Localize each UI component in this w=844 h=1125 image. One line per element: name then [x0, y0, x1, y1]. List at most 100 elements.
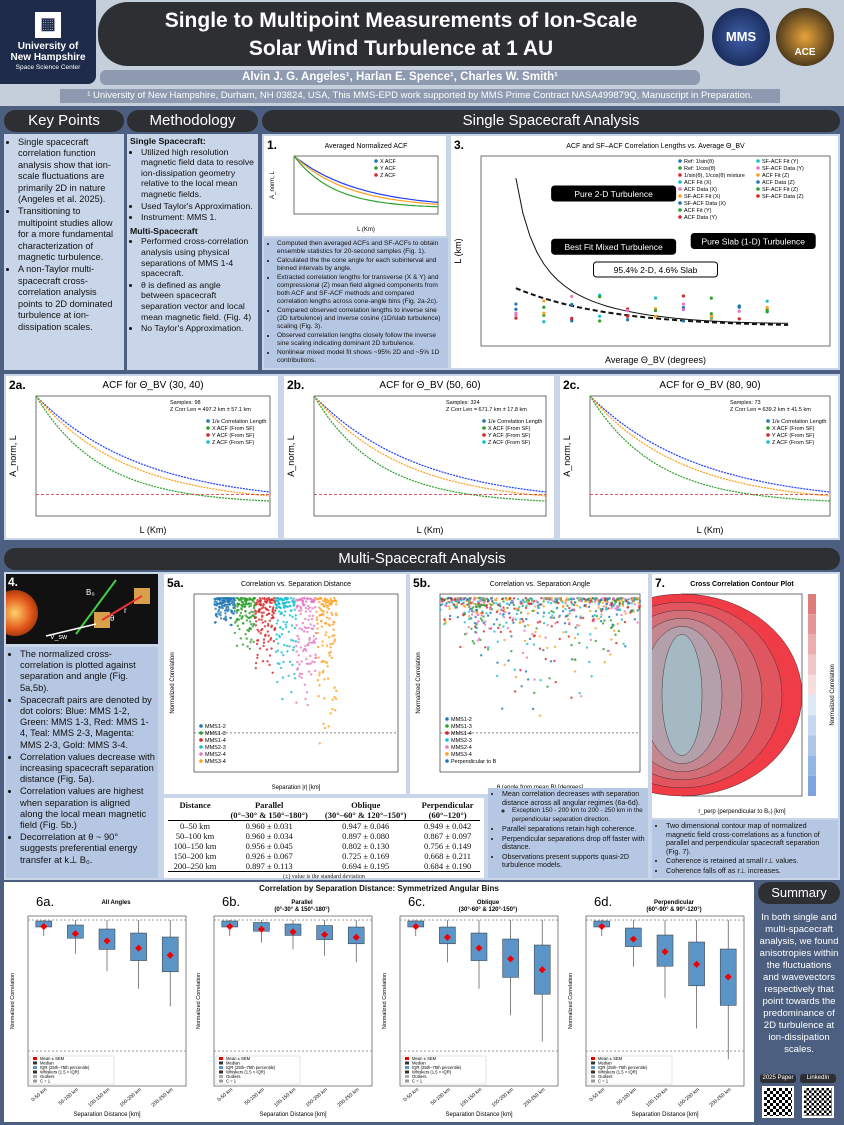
data-point [479, 597, 482, 600]
data-point [246, 629, 249, 632]
legend-swatch [482, 419, 486, 423]
data-point [325, 600, 329, 604]
data-point [316, 631, 319, 635]
data-point [513, 690, 517, 693]
data-point [566, 604, 569, 607]
legend-swatch [482, 433, 486, 437]
data-point [294, 614, 297, 617]
data-point [298, 672, 302, 675]
data-point [606, 598, 609, 601]
data-point [765, 310, 769, 314]
data-point [310, 600, 313, 604]
data-point [286, 596, 289, 600]
data-point [278, 635, 282, 639]
data-point [534, 630, 537, 634]
link-label[interactable]: 2025 Paper [760, 1074, 796, 1083]
link-label[interactable]: LinkedIn [800, 1074, 836, 1083]
data-point [576, 633, 580, 636]
data-point [283, 610, 287, 613]
data-point [594, 627, 597, 630]
data-point [565, 615, 568, 618]
data-point [602, 647, 605, 651]
legend-text: Whiskers (1.5 × IQR) [226, 1070, 266, 1075]
data-point [536, 621, 540, 624]
data-point [329, 642, 332, 646]
data-point [579, 615, 583, 618]
annotation: 95.4% 2-D, 4.6% Slab [593, 261, 718, 278]
data-point [491, 599, 494, 603]
figure-1: 1. Averaged Normalized ACF L (Km) A_norm, L… [264, 136, 446, 236]
bullet: Two dimensional contour map of normalize… [666, 821, 835, 856]
arrow [45, 623, 97, 637]
data-point [445, 605, 448, 608]
legend-swatch [405, 1070, 409, 1074]
data-point [304, 600, 308, 603]
data-point [252, 640, 255, 644]
x-axis-label: L (Km) [357, 227, 375, 233]
bullet: Coherence falls off as r⊥ increases. [666, 866, 835, 876]
data-point [314, 637, 318, 640]
data-point [286, 650, 289, 653]
data-point [526, 642, 529, 646]
data-point [255, 639, 259, 642]
data-point [474, 630, 477, 634]
data-point [450, 599, 453, 602]
data-point [488, 608, 492, 611]
data-point [472, 606, 475, 609]
legend-text: SF-ACF Data (Z) [762, 194, 804, 200]
data-point [521, 599, 525, 602]
table-header: (0°–30° & 150°–180°) [222, 810, 317, 821]
data-point [460, 602, 463, 606]
data-point [459, 598, 462, 601]
data-point [287, 674, 290, 677]
data-point [246, 645, 249, 648]
data-point [275, 622, 279, 625]
data-point [333, 596, 336, 600]
data-point [251, 614, 254, 617]
data-point [535, 599, 538, 603]
data-point [630, 598, 634, 601]
fig7-notes: Two dimensional contour map of normalize… [652, 820, 838, 878]
data-point [322, 599, 325, 603]
legend-swatch [199, 759, 203, 763]
curve [515, 287, 789, 326]
data-point [554, 680, 557, 684]
data-point [281, 676, 285, 679]
data-point [293, 608, 296, 611]
data-point [259, 599, 262, 602]
qr-code[interactable] [802, 1086, 834, 1118]
data-point [551, 614, 554, 617]
table-cell: 0.960 ± 0.034 [245, 831, 293, 841]
data-point [486, 614, 490, 617]
legend-text: Mean ± SEM [226, 1056, 251, 1061]
data-point [531, 609, 534, 613]
data-point [279, 607, 282, 610]
data-point [617, 597, 620, 600]
data-point [281, 697, 284, 701]
qr-code[interactable] [762, 1086, 794, 1118]
data-point [505, 597, 508, 600]
data-point [593, 600, 597, 604]
data-point [332, 634, 336, 637]
data-point [307, 607, 310, 611]
data-point [218, 598, 221, 601]
data-point [225, 603, 229, 607]
x-tick-label: 150-200 km [305, 1087, 329, 1109]
data-point [309, 654, 312, 658]
data-point [233, 605, 236, 608]
panel-subtitle: (60°-90° & 90°-120°) [646, 907, 701, 913]
data-point [511, 619, 514, 622]
data-point [574, 615, 578, 618]
data-point [307, 662, 310, 666]
data-point [275, 633, 278, 636]
table-cell: 0.947 ± 0.046 [342, 821, 390, 831]
table-header: (60°–120°) [415, 810, 480, 821]
data-point [260, 618, 263, 621]
data-point [306, 597, 309, 600]
data-point [488, 627, 491, 630]
mms-badge: MMS [712, 8, 770, 66]
data-point [525, 600, 528, 603]
data-point [578, 606, 582, 609]
data-point [552, 611, 555, 614]
data-point [597, 617, 600, 620]
